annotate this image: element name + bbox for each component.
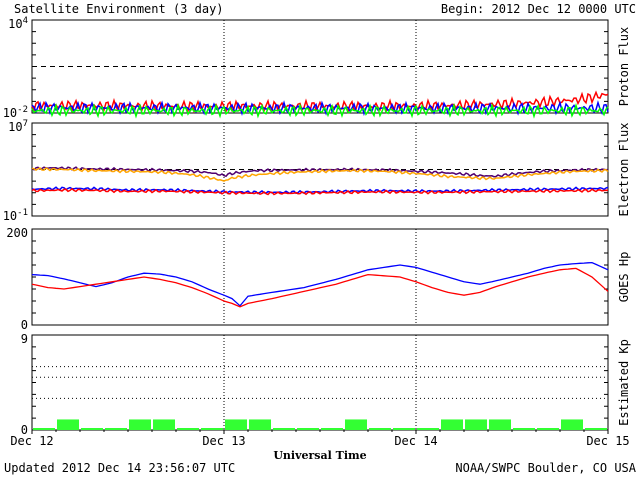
electron-flux-ylabel: Electron Flux	[617, 123, 631, 217]
estimated-kp-bar	[297, 428, 319, 430]
estimated-kp-bar	[57, 419, 79, 430]
estimated-kp-bar	[129, 419, 151, 430]
goes-hp-frame	[31, 228, 609, 326]
goes-hp-ylabel: GOES Hp	[617, 252, 631, 303]
estimated-kp-bar	[105, 428, 127, 430]
goes-hp-series-red	[31, 267, 609, 308]
estimated-kp-bar	[33, 428, 55, 430]
proton-flux-ytick-label-top: 104	[8, 16, 28, 31]
electron-flux-series-orange	[31, 167, 609, 182]
estimated-kp-bar	[441, 419, 463, 430]
goes-hp-ytick-label-bottom: 0	[21, 318, 28, 332]
proton-flux-panel: 104 10-2 Proton Flux	[3, 16, 631, 120]
estimated-kp-ylabel: Estimated Kp	[617, 339, 631, 426]
estimated-kp-bar	[537, 428, 559, 430]
estimated-kp-panel: 9 0 Estimated Kp	[21, 332, 631, 437]
x-tick-label-1: Dec 13	[202, 434, 245, 448]
estimated-kp-bar	[201, 428, 223, 430]
proton-flux-ylabel: Proton Flux	[617, 27, 631, 106]
proton-flux-series-red	[31, 90, 609, 115]
estimated-kp-bar	[585, 428, 607, 430]
estimated-kp-bar	[417, 428, 439, 430]
electron-flux-ytick-label-top: 107	[8, 119, 28, 134]
updated-label: Updated 2012 Dec 14 23:56:07 UTC	[4, 461, 235, 475]
proton-flux-series-green	[31, 102, 609, 119]
x-axis-label: Universal Time	[273, 449, 366, 462]
estimated-kp-bar	[321, 428, 343, 430]
estimated-kp-bar	[513, 428, 535, 430]
goes-hp-panel: 200 0 GOES Hp	[6, 226, 631, 332]
estimated-kp-bar	[153, 419, 175, 430]
estimated-kp-bar	[561, 419, 583, 430]
x-tick-label-0: Dec 12	[10, 434, 53, 448]
estimated-kp-bar	[465, 419, 487, 430]
electron-flux-panel: 107 10-1 Electron Flux	[3, 119, 631, 223]
estimated-kp-ytick-label-top: 9	[21, 332, 28, 346]
x-axis: Dec 12 Dec 13 Dec 14 Dec 15	[10, 430, 630, 448]
goes-hp-ytick-label-top: 200	[6, 226, 28, 240]
estimated-kp-bar	[81, 428, 103, 430]
estimated-kp-bar	[273, 428, 295, 430]
estimated-kp-bar	[489, 419, 511, 430]
electron-flux-series-blue	[31, 186, 609, 195]
x-tick-label-3: Dec 15	[586, 434, 629, 448]
estimated-kp-bar	[393, 428, 415, 430]
electron-flux-ytick-label-bottom: 10-1	[3, 208, 28, 223]
estimated-kp-bar	[177, 428, 199, 430]
estimated-kp-bar	[345, 419, 367, 430]
estimated-kp-bar	[225, 419, 247, 430]
electron-flux-series-red	[31, 187, 609, 196]
chart-title: Satellite Environment (3 day)	[14, 2, 224, 16]
estimated-kp-bar	[369, 428, 391, 430]
electron-flux-series-purple	[31, 166, 609, 178]
goes-hp-series-blue	[31, 261, 609, 307]
estimated-kp-frame	[31, 334, 609, 431]
estimated-kp-bar	[249, 419, 271, 430]
proton-flux-ytick-label-bottom: 10-2	[3, 105, 28, 120]
credit-label: NOAA/SWPC Boulder, CO USA	[455, 461, 636, 475]
x-tick-label-2: Dec 14	[394, 434, 437, 448]
estimated-kp-ytick-label-bottom: 0	[21, 423, 28, 437]
begin-label: Begin: 2012 Dec 12 0000 UTC	[441, 2, 636, 16]
